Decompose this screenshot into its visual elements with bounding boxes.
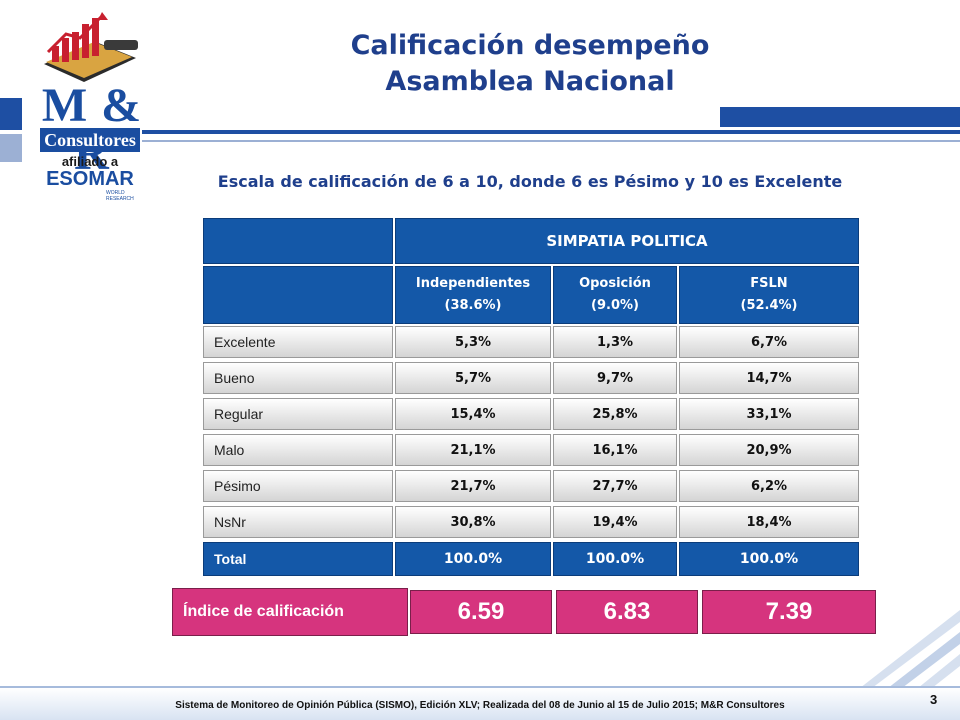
- table-cell: 27,7%: [553, 470, 677, 502]
- table-cell: 6,2%: [679, 470, 859, 502]
- page-title-line2: Asamblea Nacional: [385, 66, 675, 97]
- footer-divider: [0, 686, 960, 688]
- page-subtitle: Escala de calificación de 6 a 10, donde …: [217, 172, 843, 191]
- table-cell: 19,4%: [553, 506, 677, 538]
- column-header-fsln: FSLN (52.4%): [679, 266, 859, 324]
- table-cell: 21,7%: [395, 470, 551, 502]
- page-title-line1: Calificación desempeño: [350, 30, 710, 61]
- row-label-regular: Regular: [203, 398, 393, 430]
- column-header-independientes: Independientes (38.6%): [395, 266, 551, 324]
- table-cell: 21,1%: [395, 434, 551, 466]
- table-cell: 5,3%: [395, 326, 551, 358]
- decorative-band-top: [720, 107, 960, 127]
- table-corner-cell-2: [203, 266, 393, 324]
- table-cell: 20,9%: [679, 434, 859, 466]
- table-cell: 9,7%: [553, 362, 677, 394]
- group-header: SIMPATIA POLITICA: [395, 218, 859, 264]
- table-cell: 14,7%: [679, 362, 859, 394]
- chart-graphic-icon: [44, 12, 138, 82]
- rating-table: SIMPATIA POLITICA Independientes (38.6%)…: [203, 218, 859, 578]
- column-share: (38.6%): [444, 298, 502, 313]
- table-cell-total: 100.0%: [553, 542, 677, 576]
- index-value-fsln: 7.39: [702, 590, 876, 634]
- footer-background: [0, 688, 960, 720]
- table-cell: 15,4%: [395, 398, 551, 430]
- logo-world-research-text: WORLD RESEARCH: [106, 190, 134, 202]
- table-corner-cell: [203, 218, 393, 264]
- row-label-excelente: Excelente: [203, 326, 393, 358]
- row-label-total: Total: [203, 542, 393, 576]
- rating-index-bar: Índice de calificación 6.59 6.83 7.39: [172, 588, 878, 638]
- table-cell: 25,8%: [553, 398, 677, 430]
- decorative-band-left-light: [0, 134, 22, 162]
- column-share: (9.0%): [591, 298, 639, 313]
- row-label-malo: Malo: [203, 434, 393, 466]
- column-header-oposicion: Oposición (9.0%): [553, 266, 677, 324]
- index-value-oposicion: 6.83: [556, 590, 698, 634]
- footer-text: Sistema de Monitoreo de Opinión Pública …: [175, 700, 785, 711]
- column-share: (52.4%): [740, 298, 798, 313]
- column-name: Oposición: [579, 276, 651, 291]
- index-label: Índice de calificación: [172, 588, 408, 636]
- row-label-pesimo: Pésimo: [203, 470, 393, 502]
- index-value-independientes: 6.59: [410, 590, 552, 634]
- decorative-stripes: [860, 610, 960, 688]
- table-cell: 5,7%: [395, 362, 551, 394]
- row-label-nsnr: NsNr: [203, 506, 393, 538]
- page-number: 3: [930, 692, 938, 707]
- logo-consultores-text: Consultores: [40, 128, 140, 152]
- table-cell: 1,3%: [553, 326, 677, 358]
- column-name: Independientes: [415, 276, 531, 291]
- decorative-band-thin: [142, 140, 960, 142]
- decorative-band-mid: [142, 130, 960, 134]
- decorative-band-left: [0, 98, 22, 130]
- table-cell: 30,8%: [395, 506, 551, 538]
- table-cell: 18,4%: [679, 506, 859, 538]
- table-cell-total: 100.0%: [679, 542, 859, 576]
- table-cell: 6,7%: [679, 326, 859, 358]
- logo-esomar-text: ESOMAR: [46, 168, 134, 190]
- table-cell-total: 100.0%: [395, 542, 551, 576]
- row-label-bueno: Bueno: [203, 362, 393, 394]
- table-cell: 33,1%: [679, 398, 859, 430]
- table-cell: 16,1%: [553, 434, 677, 466]
- logo-afiliado-text: afiliado a: [61, 154, 119, 169]
- column-name: FSLN: [750, 276, 788, 291]
- page-title: Calificación desempeño Asamblea Nacional: [300, 28, 760, 100]
- company-logo: M & R Consultores afiliado a ESOMAR WORL…: [36, 12, 146, 202]
